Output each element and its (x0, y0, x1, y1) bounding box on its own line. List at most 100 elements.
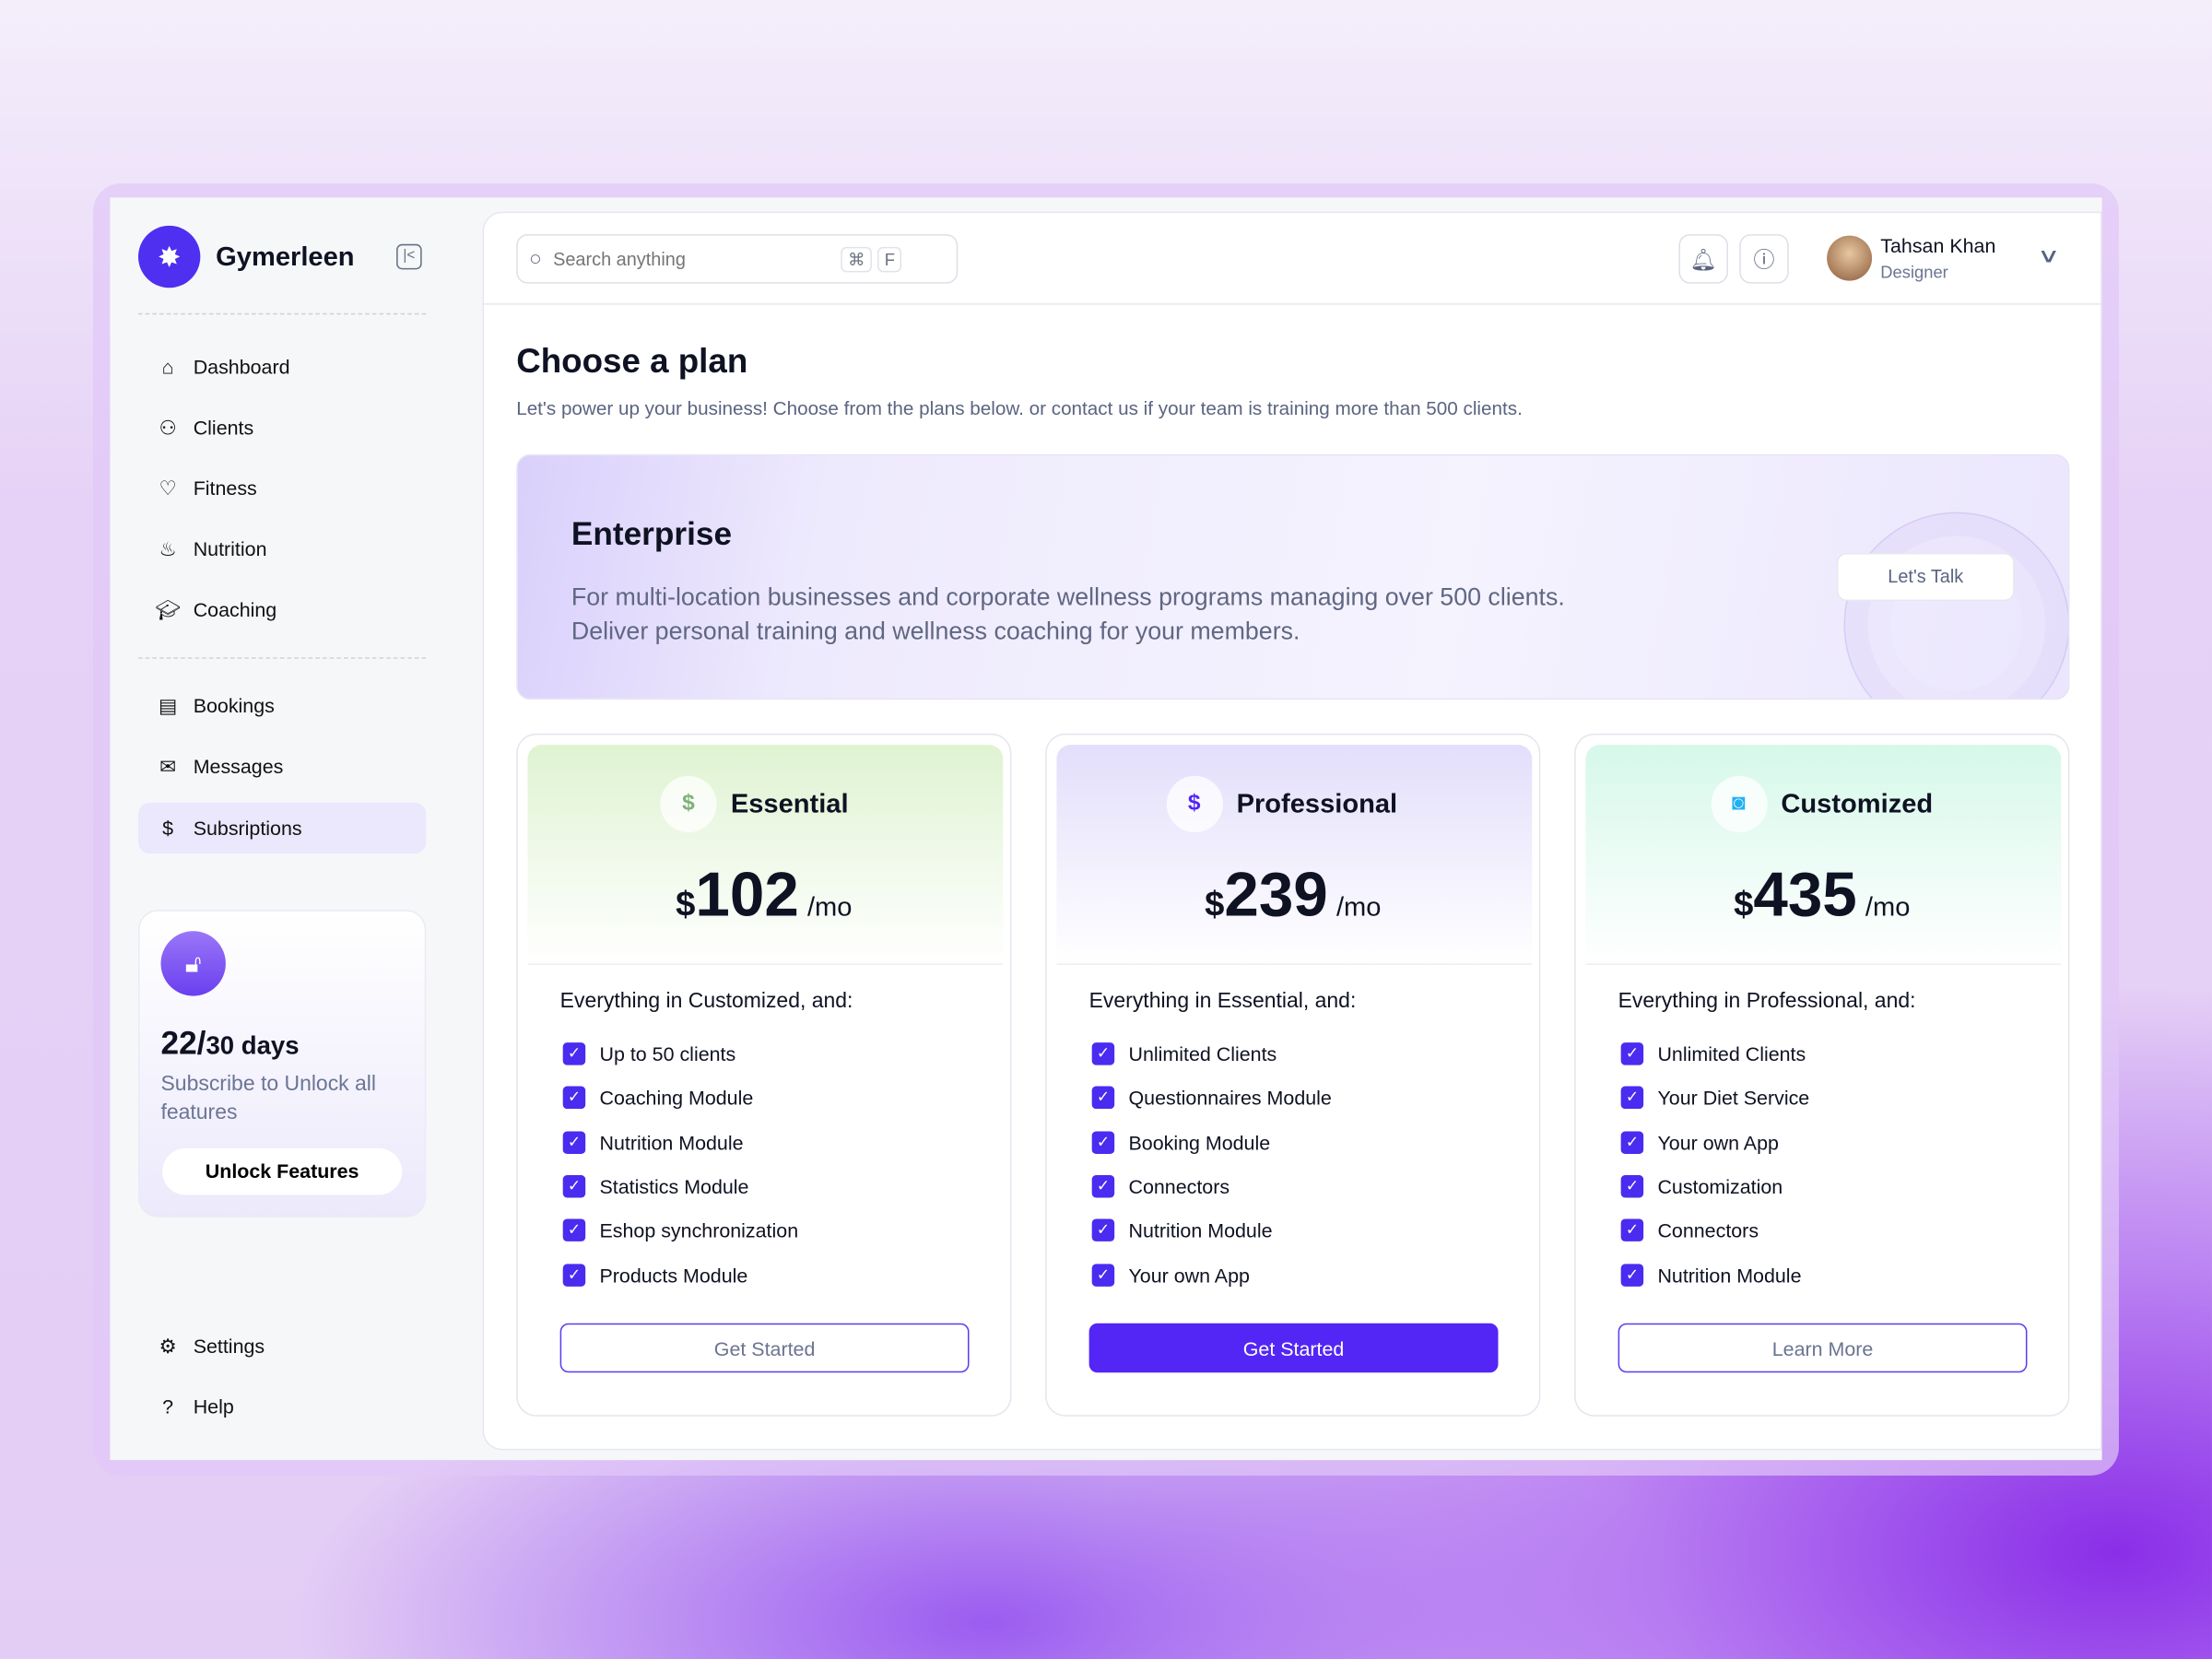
feature-item: ✓ Your Diet Service (1620, 1087, 1810, 1110)
feature-label: Statistics Module (599, 1174, 749, 1198)
unlock-icon: 🔓︎ (160, 931, 226, 996)
feature-item: ✓ Unlimited Clients (1620, 1042, 1806, 1065)
checkbox-checked-icon: ✓ (1091, 1263, 1115, 1287)
search-icon: ○ (528, 246, 542, 271)
checkbox-checked-icon: ✓ (1620, 1130, 1644, 1154)
logo-icon: ✸ (137, 225, 201, 288)
plan-card-customized: ◙ Customized $435/mo Everything in Profe… (1574, 733, 2070, 1417)
inbox-icon: ✉ (159, 754, 177, 777)
graduation-cap-icon: 🎓︎ (155, 597, 181, 620)
divider (137, 312, 427, 315)
days-used: 22/ (160, 1024, 206, 1062)
plan-lead: Everything in Essential, and: (1088, 988, 1357, 1013)
alert-circle-icon: ⓘ (1753, 248, 1775, 273)
sidebar-item-label: Fitness (193, 477, 257, 500)
main-panel: ○ ⌘ F 🔔︎ ⓘ Tahsan Khan Designer ∨ Choose… (482, 211, 2102, 1451)
feature-item: ✓ Connectors (1620, 1218, 1759, 1242)
feature-label: Your Diet Service (1657, 1087, 1810, 1110)
checkbox-checked-icon: ✓ (562, 1130, 586, 1154)
gear-icon: ⚙ (159, 1334, 177, 1357)
feature-item: ✓ Products Module (562, 1263, 747, 1287)
plan-card-essential: $ Essential $102/mo Everything in Custom… (516, 733, 1012, 1417)
sidebar-item-settings[interactable]: ⚙ Settings (138, 1321, 426, 1371)
sidebar-item-label: Nutrition (193, 537, 267, 560)
plan-header (1056, 745, 1533, 964)
plan-header (1585, 745, 2062, 964)
sidebar-item-help[interactable]: ? Help (138, 1381, 426, 1431)
feature-item: ✓ Nutrition Module (562, 1130, 744, 1154)
checkbox-checked-icon: ✓ (562, 1087, 586, 1110)
feature-item: ✓ Nutrition Module (1091, 1218, 1273, 1242)
collapse-sidebar-icon[interactable]: |< (396, 243, 422, 270)
unlock-features-button[interactable]: Unlock Features (162, 1147, 403, 1195)
checkbox-checked-icon: ✓ (562, 1042, 586, 1065)
sidebar-item-label: Help (193, 1394, 234, 1418)
notifications-button[interactable]: 🔔︎ (1678, 234, 1728, 284)
checkbox-checked-icon: ✓ (1620, 1087, 1644, 1110)
sidebar-item-subscriptions[interactable]: $ Subsriptions (137, 802, 427, 854)
lets-talk-button[interactable]: Let's Talk (1836, 552, 2015, 602)
plan-cta-button[interactable]: Get Started (1088, 1323, 1499, 1373)
plan-header (527, 745, 1004, 964)
sidebar-item-coaching[interactable]: 🎓︎ Coaching (138, 584, 426, 635)
plan-price: $102/mo (518, 864, 1010, 939)
checkbox-checked-icon: ✓ (1620, 1218, 1644, 1242)
price-value: 239 (1224, 860, 1328, 930)
home-icon: ⌂ (161, 355, 174, 379)
plan-card-professional: $ Professional $239/mo Everything in Ess… (1045, 733, 1541, 1417)
sidebar-item-dashboard[interactable]: ⌂ Dashboard (138, 341, 426, 392)
plan-cta-button[interactable]: Learn More (1618, 1323, 2028, 1373)
money-bag-icon: $ (660, 775, 717, 833)
sidebar-item-messages[interactable]: ✉ Messages (138, 741, 426, 792)
currency: $ (676, 884, 696, 924)
enterprise-line: Deliver personal training and wellness c… (571, 616, 1300, 645)
sidebar-item-label: Dashboard (193, 355, 290, 379)
users-icon: ⚇ (159, 415, 177, 439)
enterprise-banner: Enterprise For multi-location businesses… (516, 453, 2070, 700)
sidebar-item-label: Settings (193, 1334, 265, 1358)
feature-item: ✓ Your own App (1091, 1263, 1250, 1287)
feature-item: ✓ Statistics Module (562, 1174, 749, 1198)
subscription-icon: $ (162, 817, 174, 840)
sidebar-item-bookings[interactable]: ▤ Bookings (138, 680, 426, 731)
food-icon: ♨ (159, 536, 177, 559)
sidebar-item-label: Clients (193, 416, 254, 440)
chevron-down-icon[interactable]: ∨ (2037, 243, 2061, 267)
checkbox-checked-icon: ✓ (1091, 1218, 1115, 1242)
divider (1056, 963, 1533, 965)
alerts-button[interactable]: ⓘ (1739, 234, 1789, 284)
plan-name: Professional (1236, 790, 1398, 820)
plan-cta-button[interactable]: Get Started (559, 1323, 970, 1373)
checkbox-checked-icon: ✓ (562, 1263, 586, 1287)
top-bar: ○ ⌘ F 🔔︎ ⓘ Tahsan Khan Designer ∨ (483, 213, 2101, 305)
sidebar-item-nutrition[interactable]: ♨ Nutrition (138, 524, 426, 574)
feature-label: Unlimited Clients (1657, 1042, 1806, 1065)
currency: $ (1734, 884, 1754, 924)
decorative-rings (1843, 512, 2068, 699)
promo-text: Subscribe to Unlock all features (160, 1072, 377, 1124)
sidebar-item-label: Subsriptions (193, 817, 302, 840)
checkbox-checked-icon: ✓ (1620, 1263, 1644, 1287)
feature-label: Up to 50 clients (599, 1042, 736, 1065)
user-role: Designer (1880, 262, 1948, 283)
plan-name: Customized (1781, 790, 1934, 820)
shortcut-key: ⌘ (841, 246, 873, 272)
search-input[interactable] (553, 248, 836, 270)
avatar[interactable] (1827, 235, 1873, 281)
sidebar-item-clients[interactable]: ⚇ Clients (138, 402, 426, 453)
page-title: Choose a plan (516, 342, 748, 382)
brand-name: Gymerleen (216, 242, 355, 273)
feature-item: ✓ Customization (1620, 1174, 1783, 1198)
feature-label: Nutrition Module (1128, 1218, 1273, 1242)
feature-label: Nutrition Module (599, 1130, 744, 1154)
feature-label: Connectors (1657, 1218, 1759, 1242)
checkbox-checked-icon: ✓ (1620, 1042, 1644, 1065)
checkbox-checked-icon: ✓ (1091, 1174, 1115, 1198)
feature-label: Questionnaires Module (1128, 1087, 1332, 1110)
search-box[interactable]: ○ ⌘ F (516, 234, 959, 284)
price-value: 102 (695, 860, 799, 930)
sidebar-item-fitness[interactable]: ♡ Fitness (138, 463, 426, 513)
plan-price: $239/mo (1047, 864, 1539, 939)
feature-label: Unlimited Clients (1128, 1042, 1277, 1065)
feature-label: Nutrition Module (1657, 1263, 1802, 1287)
